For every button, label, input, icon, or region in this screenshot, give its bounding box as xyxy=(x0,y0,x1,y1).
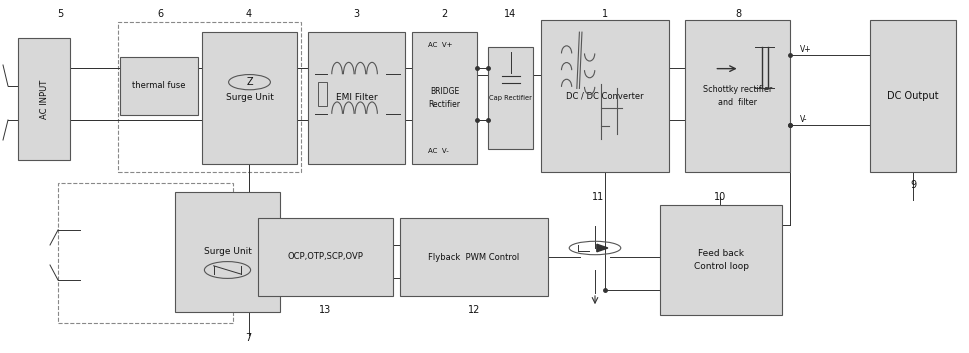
Text: V+: V+ xyxy=(800,46,812,54)
Bar xyxy=(541,20,669,172)
Bar xyxy=(685,20,790,172)
Text: AC  V+: AC V+ xyxy=(428,42,453,48)
Polygon shape xyxy=(597,244,608,252)
Bar xyxy=(120,57,198,115)
Text: AC INPUT: AC INPUT xyxy=(40,79,48,119)
Text: 4: 4 xyxy=(246,9,252,19)
Text: thermal fuse: thermal fuse xyxy=(132,82,186,90)
Text: Flyback  PWM Control: Flyback PWM Control xyxy=(428,252,519,262)
Text: DC / DC Converter: DC / DC Converter xyxy=(566,91,643,101)
Bar xyxy=(400,218,548,296)
Bar xyxy=(308,32,405,164)
Text: Surge Unit: Surge Unit xyxy=(226,94,273,102)
Bar xyxy=(488,47,533,149)
Text: Cap Rectifier: Cap Rectifier xyxy=(489,95,532,101)
Text: 12: 12 xyxy=(468,305,481,315)
Text: 7: 7 xyxy=(245,333,251,343)
Text: 8: 8 xyxy=(735,9,741,19)
Text: 1: 1 xyxy=(602,9,609,19)
Bar xyxy=(118,22,301,172)
Text: 3: 3 xyxy=(353,9,359,19)
Text: DC Output: DC Output xyxy=(888,91,939,101)
Text: Z: Z xyxy=(246,77,253,87)
Text: 5: 5 xyxy=(57,9,63,19)
Text: 13: 13 xyxy=(319,305,331,315)
Text: 11: 11 xyxy=(592,192,604,202)
Bar xyxy=(258,218,393,296)
Bar xyxy=(175,192,280,312)
Text: BRIDGE
Rectifier: BRIDGE Rectifier xyxy=(428,87,460,109)
Text: V-: V- xyxy=(800,115,807,125)
Text: 14: 14 xyxy=(504,9,516,19)
Bar xyxy=(870,20,956,172)
Bar xyxy=(58,183,233,323)
Text: Schottky rectifier
and  filter: Schottky rectifier and filter xyxy=(703,85,772,107)
Text: 10: 10 xyxy=(714,192,726,202)
Bar xyxy=(18,38,70,160)
Text: OCP,OTP,SCP,OVP: OCP,OTP,SCP,OVP xyxy=(288,252,363,262)
Text: Feed back
Control loop: Feed back Control loop xyxy=(694,249,748,271)
Text: 6: 6 xyxy=(157,9,163,19)
Bar xyxy=(318,82,328,106)
Bar xyxy=(412,32,477,164)
Text: 9: 9 xyxy=(910,180,916,190)
Text: 2: 2 xyxy=(441,9,447,19)
Text: EMI Filter: EMI Filter xyxy=(335,94,377,102)
Text: Surge Unit: Surge Unit xyxy=(203,247,251,257)
Text: AC  V-: AC V- xyxy=(428,148,449,154)
Bar xyxy=(660,205,782,315)
Bar xyxy=(202,32,297,164)
